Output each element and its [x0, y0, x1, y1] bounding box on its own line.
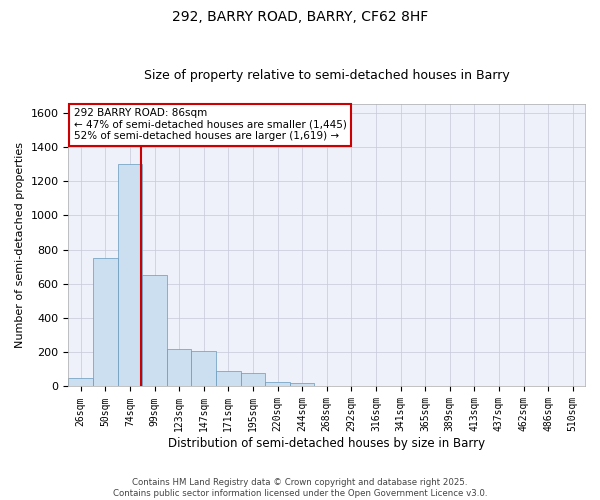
Bar — [241, 373, 265, 386]
Bar — [290, 384, 314, 386]
X-axis label: Distribution of semi-detached houses by size in Barry: Distribution of semi-detached houses by … — [168, 437, 485, 450]
Bar — [167, 349, 191, 387]
Bar — [265, 382, 290, 386]
Title: Size of property relative to semi-detached houses in Barry: Size of property relative to semi-detach… — [144, 69, 509, 82]
Bar — [93, 258, 118, 386]
Bar — [216, 371, 241, 386]
Text: Contains HM Land Registry data © Crown copyright and database right 2025.
Contai: Contains HM Land Registry data © Crown c… — [113, 478, 487, 498]
Bar — [142, 275, 167, 386]
Y-axis label: Number of semi-detached properties: Number of semi-detached properties — [15, 142, 25, 348]
Text: 292 BARRY ROAD: 86sqm
← 47% of semi-detached houses are smaller (1,445)
52% of s: 292 BARRY ROAD: 86sqm ← 47% of semi-deta… — [74, 108, 346, 142]
Bar — [118, 164, 142, 386]
Bar — [191, 350, 216, 386]
Bar — [68, 378, 93, 386]
Text: 292, BARRY ROAD, BARRY, CF62 8HF: 292, BARRY ROAD, BARRY, CF62 8HF — [172, 10, 428, 24]
